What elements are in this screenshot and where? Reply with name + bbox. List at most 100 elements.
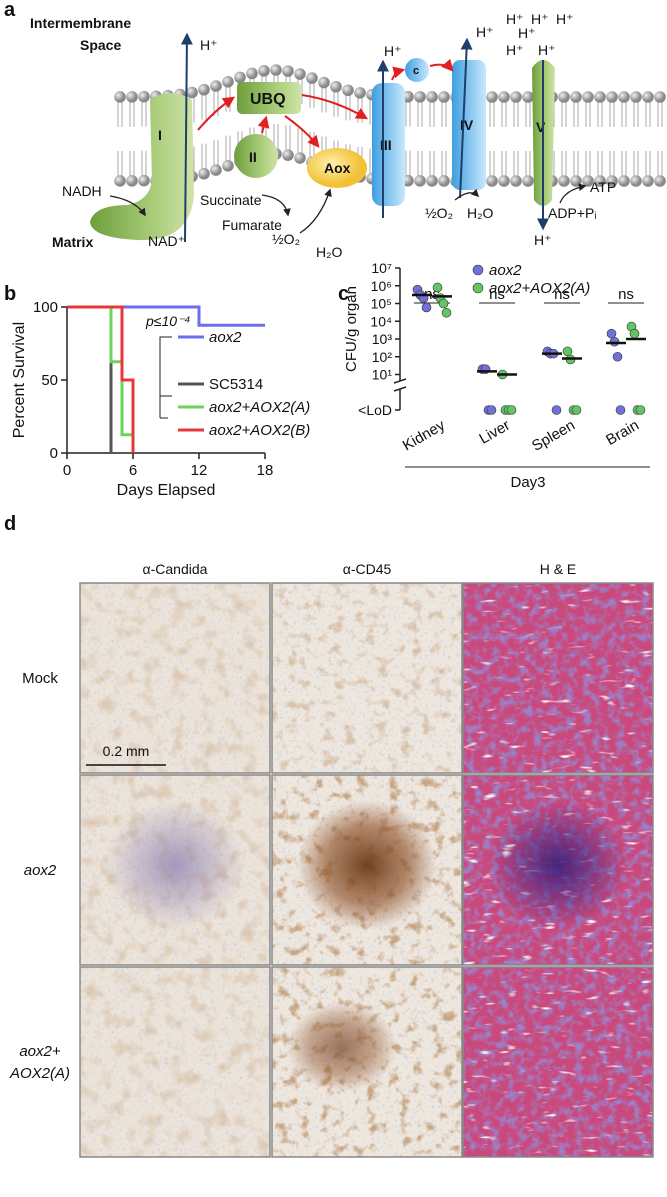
micrograph-border — [79, 582, 271, 774]
complex-label: III — [380, 137, 392, 153]
complex-i — [90, 93, 194, 241]
x-tick-label: 6 — [129, 462, 137, 479]
complex-label: V — [536, 119, 546, 135]
panel-label: b — [4, 283, 16, 305]
texture — [80, 583, 270, 773]
lipid-head — [138, 90, 150, 103]
lipid-head — [294, 68, 306, 80]
texture — [463, 967, 653, 1157]
column-header: H & E — [540, 561, 577, 577]
micrograph-border — [462, 966, 654, 1158]
y-tick-label: 10³ — [372, 331, 393, 347]
lipid-head — [654, 91, 666, 103]
lipid-head — [510, 91, 522, 103]
data-point — [506, 405, 517, 415]
panel-b: 0 6 12 18 0 50 100 Days Elapsed Percent Survival… — [11, 299, 310, 499]
group-label: Day3 — [510, 474, 545, 491]
lipid-head — [594, 175, 606, 187]
lipid-head — [522, 175, 534, 187]
lipid-head — [558, 91, 570, 103]
p-value: p≤10⁻⁴ — [145, 313, 191, 329]
row-label: aox2 — [24, 862, 57, 879]
lipid-head — [570, 91, 582, 103]
lipid-head — [594, 91, 606, 103]
metabolite: Fumarate — [222, 217, 282, 233]
lipid-head — [270, 64, 282, 76]
proton: H⁺ — [534, 232, 552, 248]
legend-label: aox2+AOX2(A) — [489, 280, 590, 297]
lipid-head — [642, 91, 654, 103]
lipid-head — [642, 175, 654, 187]
lipid-head — [198, 167, 210, 180]
lipid-head — [210, 164, 222, 176]
lipid-head — [426, 91, 438, 103]
proton: H⁺ — [556, 11, 574, 27]
side-label: Space — [80, 37, 121, 53]
electron-arrow — [197, 96, 235, 131]
data-point — [432, 282, 443, 293]
micrograph-border — [462, 774, 654, 966]
y-tick-label: 10⁴ — [370, 313, 392, 329]
data-point — [635, 405, 646, 415]
legend-label: aox2+AOX2(B) — [209, 422, 310, 439]
complex-iii — [372, 83, 405, 206]
survival-line — [67, 305, 113, 453]
lipid-head — [402, 90, 414, 103]
lipid-head — [246, 67, 258, 80]
lipid-head — [618, 175, 630, 187]
significance-label: ns — [489, 286, 505, 303]
complex-ii — [234, 134, 278, 178]
lipid-head — [282, 149, 294, 161]
ubq — [237, 82, 301, 114]
lipid-head — [126, 175, 138, 187]
electron-arrow — [284, 115, 320, 148]
proton: H⁺ — [384, 43, 402, 59]
row-label: AOX2(A) — [9, 1065, 70, 1082]
data-point — [606, 328, 617, 339]
lipid-head — [222, 76, 234, 88]
electron-arrow — [257, 115, 270, 134]
lipid-head — [630, 91, 642, 103]
lipid-head — [630, 175, 642, 187]
y-tick-label: 10⁵ — [371, 296, 392, 312]
data-point — [562, 346, 573, 357]
lipid-head — [330, 80, 342, 93]
proton: H⁺ — [538, 42, 556, 58]
proton-arrow — [459, 37, 473, 199]
complex-iv — [452, 60, 486, 190]
y-axis-label: CFU/g organ — [343, 286, 360, 372]
lipid-head — [498, 91, 510, 103]
lipid-head — [486, 91, 498, 103]
electron-arrow — [429, 58, 454, 72]
lipid-head — [126, 91, 138, 103]
metabolite: ½O₂ — [425, 205, 453, 221]
lipid-head — [570, 175, 582, 187]
infiltrate — [287, 1002, 397, 1092]
data-point — [629, 328, 640, 339]
y-tick-label: <LoD — [358, 402, 392, 418]
metabolite: NAD⁺ — [148, 233, 185, 249]
y-tick-label: 10⁷ — [371, 260, 392, 276]
row-label: Mock — [22, 670, 58, 687]
reaction-arrow — [454, 188, 480, 201]
legend-label: SC5314 — [209, 376, 263, 393]
lipid-head — [582, 91, 594, 103]
lipid-head — [354, 87, 366, 99]
bracket — [159, 336, 172, 419]
micrograph-border — [271, 774, 463, 966]
data-point — [486, 405, 497, 415]
aox — [307, 148, 367, 188]
panel-label: d — [4, 513, 16, 535]
axis-break — [393, 378, 407, 392]
column-header: α-CD45 — [343, 561, 392, 577]
lipid-head — [522, 91, 534, 103]
micrograph-border — [79, 774, 271, 966]
complex-label: II — [249, 149, 257, 165]
proton: H⁺ — [506, 42, 524, 58]
significance-label: ns — [554, 286, 570, 303]
lipid-head — [606, 175, 618, 187]
lipid-head — [294, 152, 306, 164]
lipid-head — [438, 91, 450, 103]
data-point — [615, 405, 626, 415]
